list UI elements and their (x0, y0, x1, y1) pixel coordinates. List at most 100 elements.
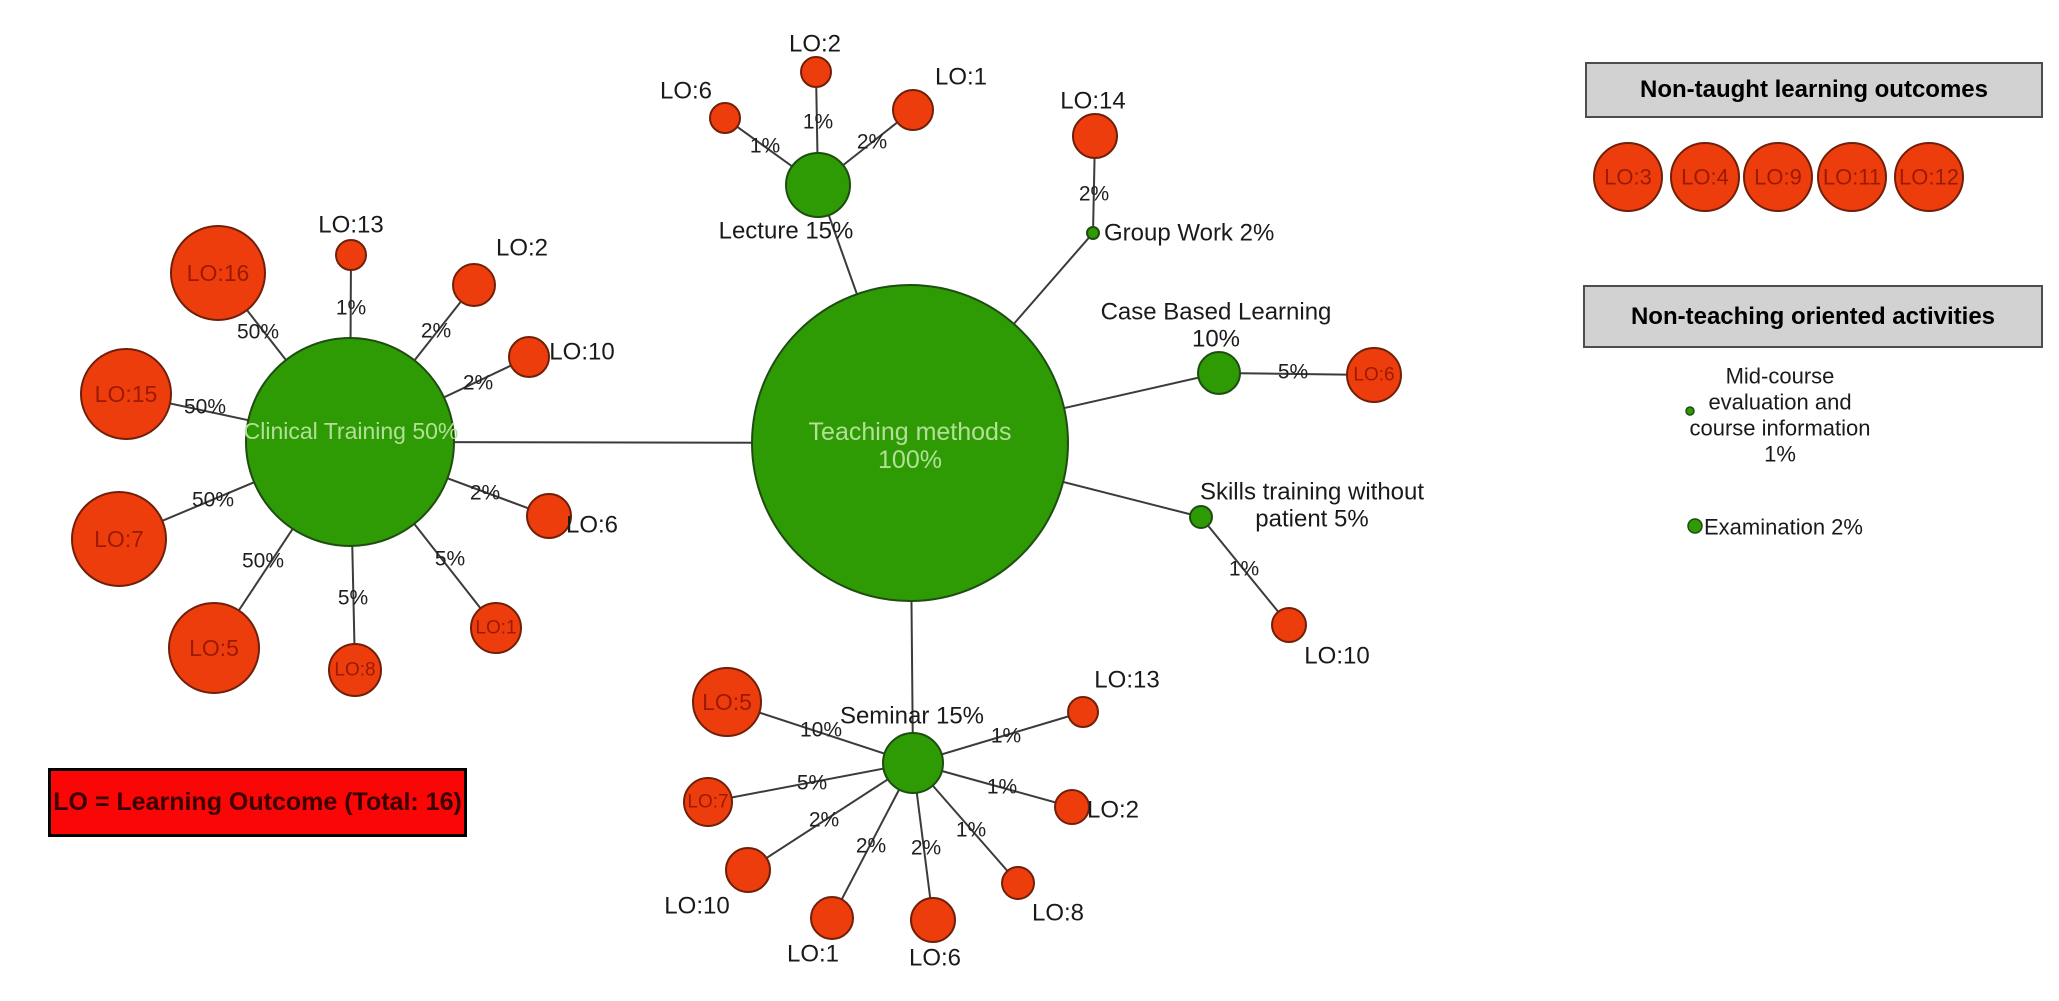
non-taught-header: Non-taught learning outcomes (1585, 62, 2043, 118)
label-case-based-learning-lo-6: LO:6 (1353, 365, 1394, 386)
pct-case-based-learning-lo-6: 5% (1278, 361, 1308, 384)
label-clinical-training-lo-8: LO:8 (334, 660, 375, 681)
label-seminar-lo-5: LO:5 (702, 689, 752, 715)
pct-clinical-training-lo-15: 50% (184, 396, 226, 419)
label-case-based-learning: Case Based Learning (1101, 299, 1332, 326)
node-clinical-training-lo-7 (71, 491, 167, 587)
pct-clinical-training-lo-2: 2% (421, 320, 451, 343)
node-seminar-lo-7 (683, 777, 733, 827)
node-lecture-lo-2 (800, 56, 832, 88)
node-lecture-lo-1 (892, 89, 934, 131)
node-case-based-learning-lo-6 (1346, 347, 1402, 403)
node-seminar-lo-8 (1001, 866, 1035, 900)
node-clinical-training-lo-2 (452, 263, 496, 307)
pct-clinical-training-lo-1: 5% (435, 548, 465, 571)
label-seminar-lo-1: LO:1 (787, 941, 839, 968)
node-clinical-training-lo-5 (168, 602, 260, 694)
pct-seminar-lo-7: 5% (797, 772, 827, 795)
label-lecture: Lecture 15% (719, 218, 854, 245)
label-clinical-training-lo-10: LO:10 (549, 339, 614, 366)
node-clinical-training-lo-15 (80, 348, 172, 440)
node-clinical-training-lo-16 (170, 225, 266, 321)
label-non-taught-lo-4: LO:4 (1681, 165, 1729, 190)
pct-clinical-training-lo-5: 50% (242, 550, 284, 573)
label-group-work: Group Work 2% (1104, 220, 1274, 247)
label-teaching-methods: 100% (878, 446, 942, 474)
label-clinical-training: Clinical Training 50% (244, 418, 459, 444)
pct-seminar-lo-1: 2% (856, 835, 886, 858)
node-lecture-lo-6 (709, 102, 741, 134)
label-lecture-lo-6: LO:6 (660, 78, 712, 105)
label-examination: Examination 2% (1704, 515, 1863, 540)
pct-lecture-lo-1: 2% (857, 131, 887, 154)
pct-group-work-lo-14: 2% (1079, 183, 1109, 206)
node-seminar-lo-5 (692, 667, 762, 737)
pct-clinical-training-lo-16: 50% (237, 321, 279, 344)
label-clinical-training-lo-1: LO:1 (475, 618, 516, 639)
label-seminar-lo-6: LO:6 (909, 945, 961, 972)
label-mid-course-evaluation: evaluation and (1708, 390, 1851, 415)
label-clinical-training-lo-15: LO:15 (95, 381, 158, 407)
label-clinical-training-lo-2: LO:2 (496, 235, 548, 262)
edge-seminar-lo-7 (707, 762, 914, 803)
label-teaching-methods: Teaching methods (809, 418, 1012, 446)
node-skills-training-without-patient (1189, 505, 1213, 529)
node-clinical-training-lo-10 (508, 336, 550, 378)
node-non-taught-lo-12 (1894, 142, 1964, 212)
node-clinical-training-lo-8 (328, 643, 382, 697)
label-skills-training-without-patient: Skills training without (1200, 479, 1424, 506)
label-clinical-training-lo-6: LO:6 (566, 512, 618, 539)
node-non-taught-lo-3 (1593, 142, 1663, 212)
node-clinical-training-lo-13 (335, 239, 367, 271)
node-clinical-training (245, 337, 455, 547)
pct-lecture-lo-2: 1% (803, 111, 833, 134)
label-case-based-learning: 10% (1192, 326, 1240, 353)
label-seminar-lo-8: LO:8 (1032, 900, 1084, 927)
node-seminar-lo-10 (725, 847, 771, 893)
label-non-taught-lo-12: LO:12 (1899, 165, 1959, 190)
label-clinical-training-lo-13: LO:13 (318, 212, 383, 239)
label-seminar-lo-10: LO:10 (664, 893, 729, 920)
pct-seminar-lo-13: 1% (991, 725, 1021, 748)
edge-skills-training-without-patient-lo-10 (1200, 516, 1290, 626)
node-group-work-lo-14 (1072, 113, 1118, 159)
edge-seminar-lo-10 (747, 762, 914, 871)
pct-seminar-lo-8: 1% (956, 819, 986, 842)
node-lecture (785, 152, 851, 218)
label-non-taught-lo-11: LO:11 (1823, 165, 1881, 190)
label-skills-training-without-patient: patient 5% (1255, 506, 1368, 533)
pct-clinical-training-lo-8: 5% (338, 587, 368, 610)
label-clinical-training-lo-5: LO:5 (189, 635, 239, 661)
pct-clinical-training-lo-13: 1% (336, 297, 366, 320)
label-non-taught-lo-3: LO:3 (1604, 165, 1652, 190)
pct-skills-training-without-patient-lo-10: 1% (1229, 558, 1259, 581)
pct-lecture-lo-6: 1% (750, 135, 780, 158)
label-seminar: Seminar 15% (840, 703, 984, 730)
label-mid-course-evaluation: Mid-course (1726, 364, 1835, 389)
label-group-work-lo-14: LO:14 (1060, 88, 1125, 115)
node-non-taught-lo-9 (1743, 142, 1813, 212)
node-clinical-training-lo-6 (526, 493, 572, 539)
dot-examination (1687, 518, 1703, 534)
pct-seminar-lo-5: 10% (800, 719, 842, 742)
node-seminar (882, 732, 944, 794)
node-group-work (1086, 226, 1100, 240)
pct-clinical-training-lo-6: 2% (470, 482, 500, 505)
node-case-based-learning (1197, 351, 1241, 395)
label-seminar-lo-2: LO:2 (1087, 797, 1139, 824)
node-teaching-methods (751, 284, 1069, 602)
label-seminar-lo-7: LO:7 (687, 792, 728, 813)
pct-seminar-lo-2: 1% (987, 776, 1017, 799)
label-skills-training-without-patient-lo-10: LO:10 (1304, 643, 1369, 670)
node-seminar-lo-6 (910, 897, 956, 943)
label-lecture-lo-1: LO:1 (935, 64, 987, 91)
dot-mid-course-evaluation (1685, 406, 1695, 416)
node-non-taught-lo-4 (1670, 142, 1740, 212)
label-mid-course-evaluation: 1% (1764, 442, 1796, 467)
node-non-taught-lo-11 (1817, 142, 1887, 212)
pct-clinical-training-lo-10: 2% (463, 372, 493, 395)
label-clinical-training-lo-16: LO:16 (187, 260, 250, 286)
label-lecture-lo-2: LO:2 (789, 31, 841, 58)
